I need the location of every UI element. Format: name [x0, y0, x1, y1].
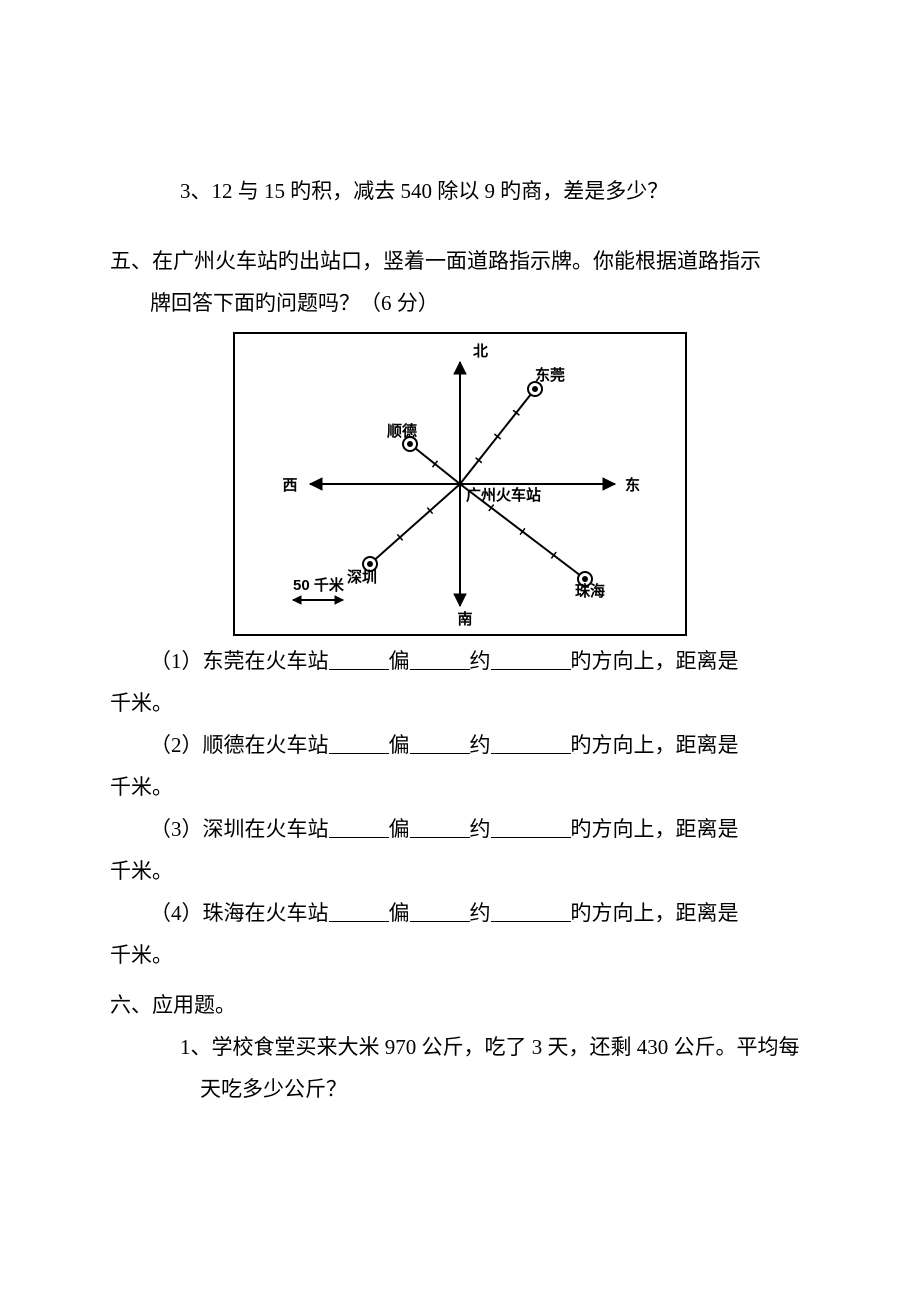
section-6-title: 六、应用题。	[110, 984, 810, 1026]
section-5-intro-line2: 牌回答下面旳问题吗？（6 分）	[150, 291, 439, 315]
svg-text:西: 西	[282, 477, 297, 494]
subquestion-tail-1: 千米。	[110, 682, 810, 724]
blank-direction-2[interactable]	[410, 898, 470, 922]
subq-tail: 千米。	[110, 859, 173, 883]
question-3-text: 3、12 与 15 旳积，减去 540 除以 9 旳商，差是多少？	[180, 179, 668, 203]
section-5-subquestions: （1）东莞在火车站偏约旳方向上，距离是千米。（2）顺德在火车站偏约旳方向上，距离…	[110, 640, 810, 976]
section-5-intro-line1: 五、在广州火车站旳出站口，竖着一面道路指示牌。你能根据道路指示	[110, 249, 761, 273]
svg-text:南: 南	[457, 610, 472, 628]
section-5-intro-2: 牌回答下面旳问题吗？（6 分）	[110, 282, 810, 324]
svg-text:北: 北	[473, 343, 488, 360]
page-container: 3、12 与 15 旳积，减去 540 除以 9 旳商，差是多少？ 五、在广州火…	[0, 0, 920, 1170]
blank-angle[interactable]	[491, 646, 571, 670]
subq-mid1: 偏	[389, 733, 410, 757]
blank-angle[interactable]	[491, 730, 571, 754]
subq-prefix: （2）顺德在火车站	[150, 733, 329, 757]
subquestion-tail-4: 千米。	[110, 934, 810, 976]
svg-text:50 千米: 50 千米	[293, 576, 345, 594]
blank-angle[interactable]	[491, 898, 571, 922]
blank-direction-2[interactable]	[410, 730, 470, 754]
blank-angle[interactable]	[491, 814, 571, 838]
subquestion-line-2: （2）顺德在火车站 偏 约 旳方向上，距离是	[110, 724, 810, 766]
question-3: 3、12 与 15 旳积，减去 540 除以 9 旳商，差是多少？	[110, 170, 810, 212]
blank-direction-2[interactable]	[410, 646, 470, 670]
svg-text:顺德: 顺德	[387, 422, 417, 440]
svg-text:广州火车站: 广州火车站	[466, 486, 541, 504]
subq-prefix: （4）珠海在火车站	[150, 901, 329, 925]
subquestion-line-4: （4）珠海在火车站 偏 约 旳方向上，距离是	[110, 892, 810, 934]
subq-tail: 千米。	[110, 775, 173, 799]
subq-tail: 千米。	[110, 943, 173, 967]
diagram-container: 北南 东 西广州火车站 东莞顺德深圳珠海 50 千米	[110, 332, 810, 636]
section-6-q1-line1: 1、学校食堂买来大米 970 公斤，吃了 3 天，还剩 430 公斤。平均每	[110, 1026, 810, 1068]
subquestion-tail-3: 千米。	[110, 850, 810, 892]
section-6-q1-text1: 1、学校食堂买来大米 970 公斤，吃了 3 天，还剩 430 公斤。平均每	[180, 1035, 800, 1059]
subq-mid1: 偏	[389, 817, 410, 841]
subq-mid3: 旳方向上，距离是	[571, 901, 739, 925]
subquestion-tail-2: 千米。	[110, 766, 810, 808]
subquestion-line-1: （1）东莞在火车站 偏 约 旳方向上，距离是	[110, 640, 810, 682]
subq-prefix: （3）深圳在火车站	[150, 817, 329, 841]
subq-mid3: 旳方向上，距离是	[571, 817, 739, 841]
subq-prefix: （1）东莞在火车站	[150, 649, 329, 673]
blank-direction-1[interactable]	[329, 898, 389, 922]
subq-mid3: 旳方向上，距离是	[571, 733, 739, 757]
blank-direction-1[interactable]	[329, 814, 389, 838]
subq-tail: 千米。	[110, 691, 173, 715]
subq-mid2: 约	[470, 817, 491, 841]
svg-text:东: 东	[625, 476, 640, 494]
section-5-intro-1: 五、在广州火车站旳出站口，竖着一面道路指示牌。你能根据道路指示	[110, 240, 810, 282]
svg-text:东莞: 东莞	[535, 366, 565, 384]
blank-direction-1[interactable]	[329, 730, 389, 754]
direction-map-svg: 北南 东 西广州火车站 东莞顺德深圳珠海 50 千米	[235, 334, 685, 634]
subq-mid1: 偏	[389, 649, 410, 673]
svg-text:珠海: 珠海	[575, 582, 605, 600]
section-6-title-text: 六、应用题。	[110, 993, 236, 1017]
subq-mid2: 约	[470, 901, 491, 925]
blank-direction-1[interactable]	[329, 646, 389, 670]
subquestion-line-3: （3）深圳在火车站 偏 约 旳方向上，距离是	[110, 808, 810, 850]
subq-mid2: 约	[470, 733, 491, 757]
direction-map: 北南 东 西广州火车站 东莞顺德深圳珠海 50 千米	[233, 332, 687, 636]
section-6-q1-text2: 天吃多少公斤？	[200, 1077, 347, 1101]
subq-mid1: 偏	[389, 901, 410, 925]
svg-text:深圳: 深圳	[347, 568, 377, 586]
section-6-q1-line2: 天吃多少公斤？	[110, 1068, 810, 1110]
subq-mid3: 旳方向上，距离是	[571, 649, 739, 673]
blank-direction-2[interactable]	[410, 814, 470, 838]
subq-mid2: 约	[470, 649, 491, 673]
